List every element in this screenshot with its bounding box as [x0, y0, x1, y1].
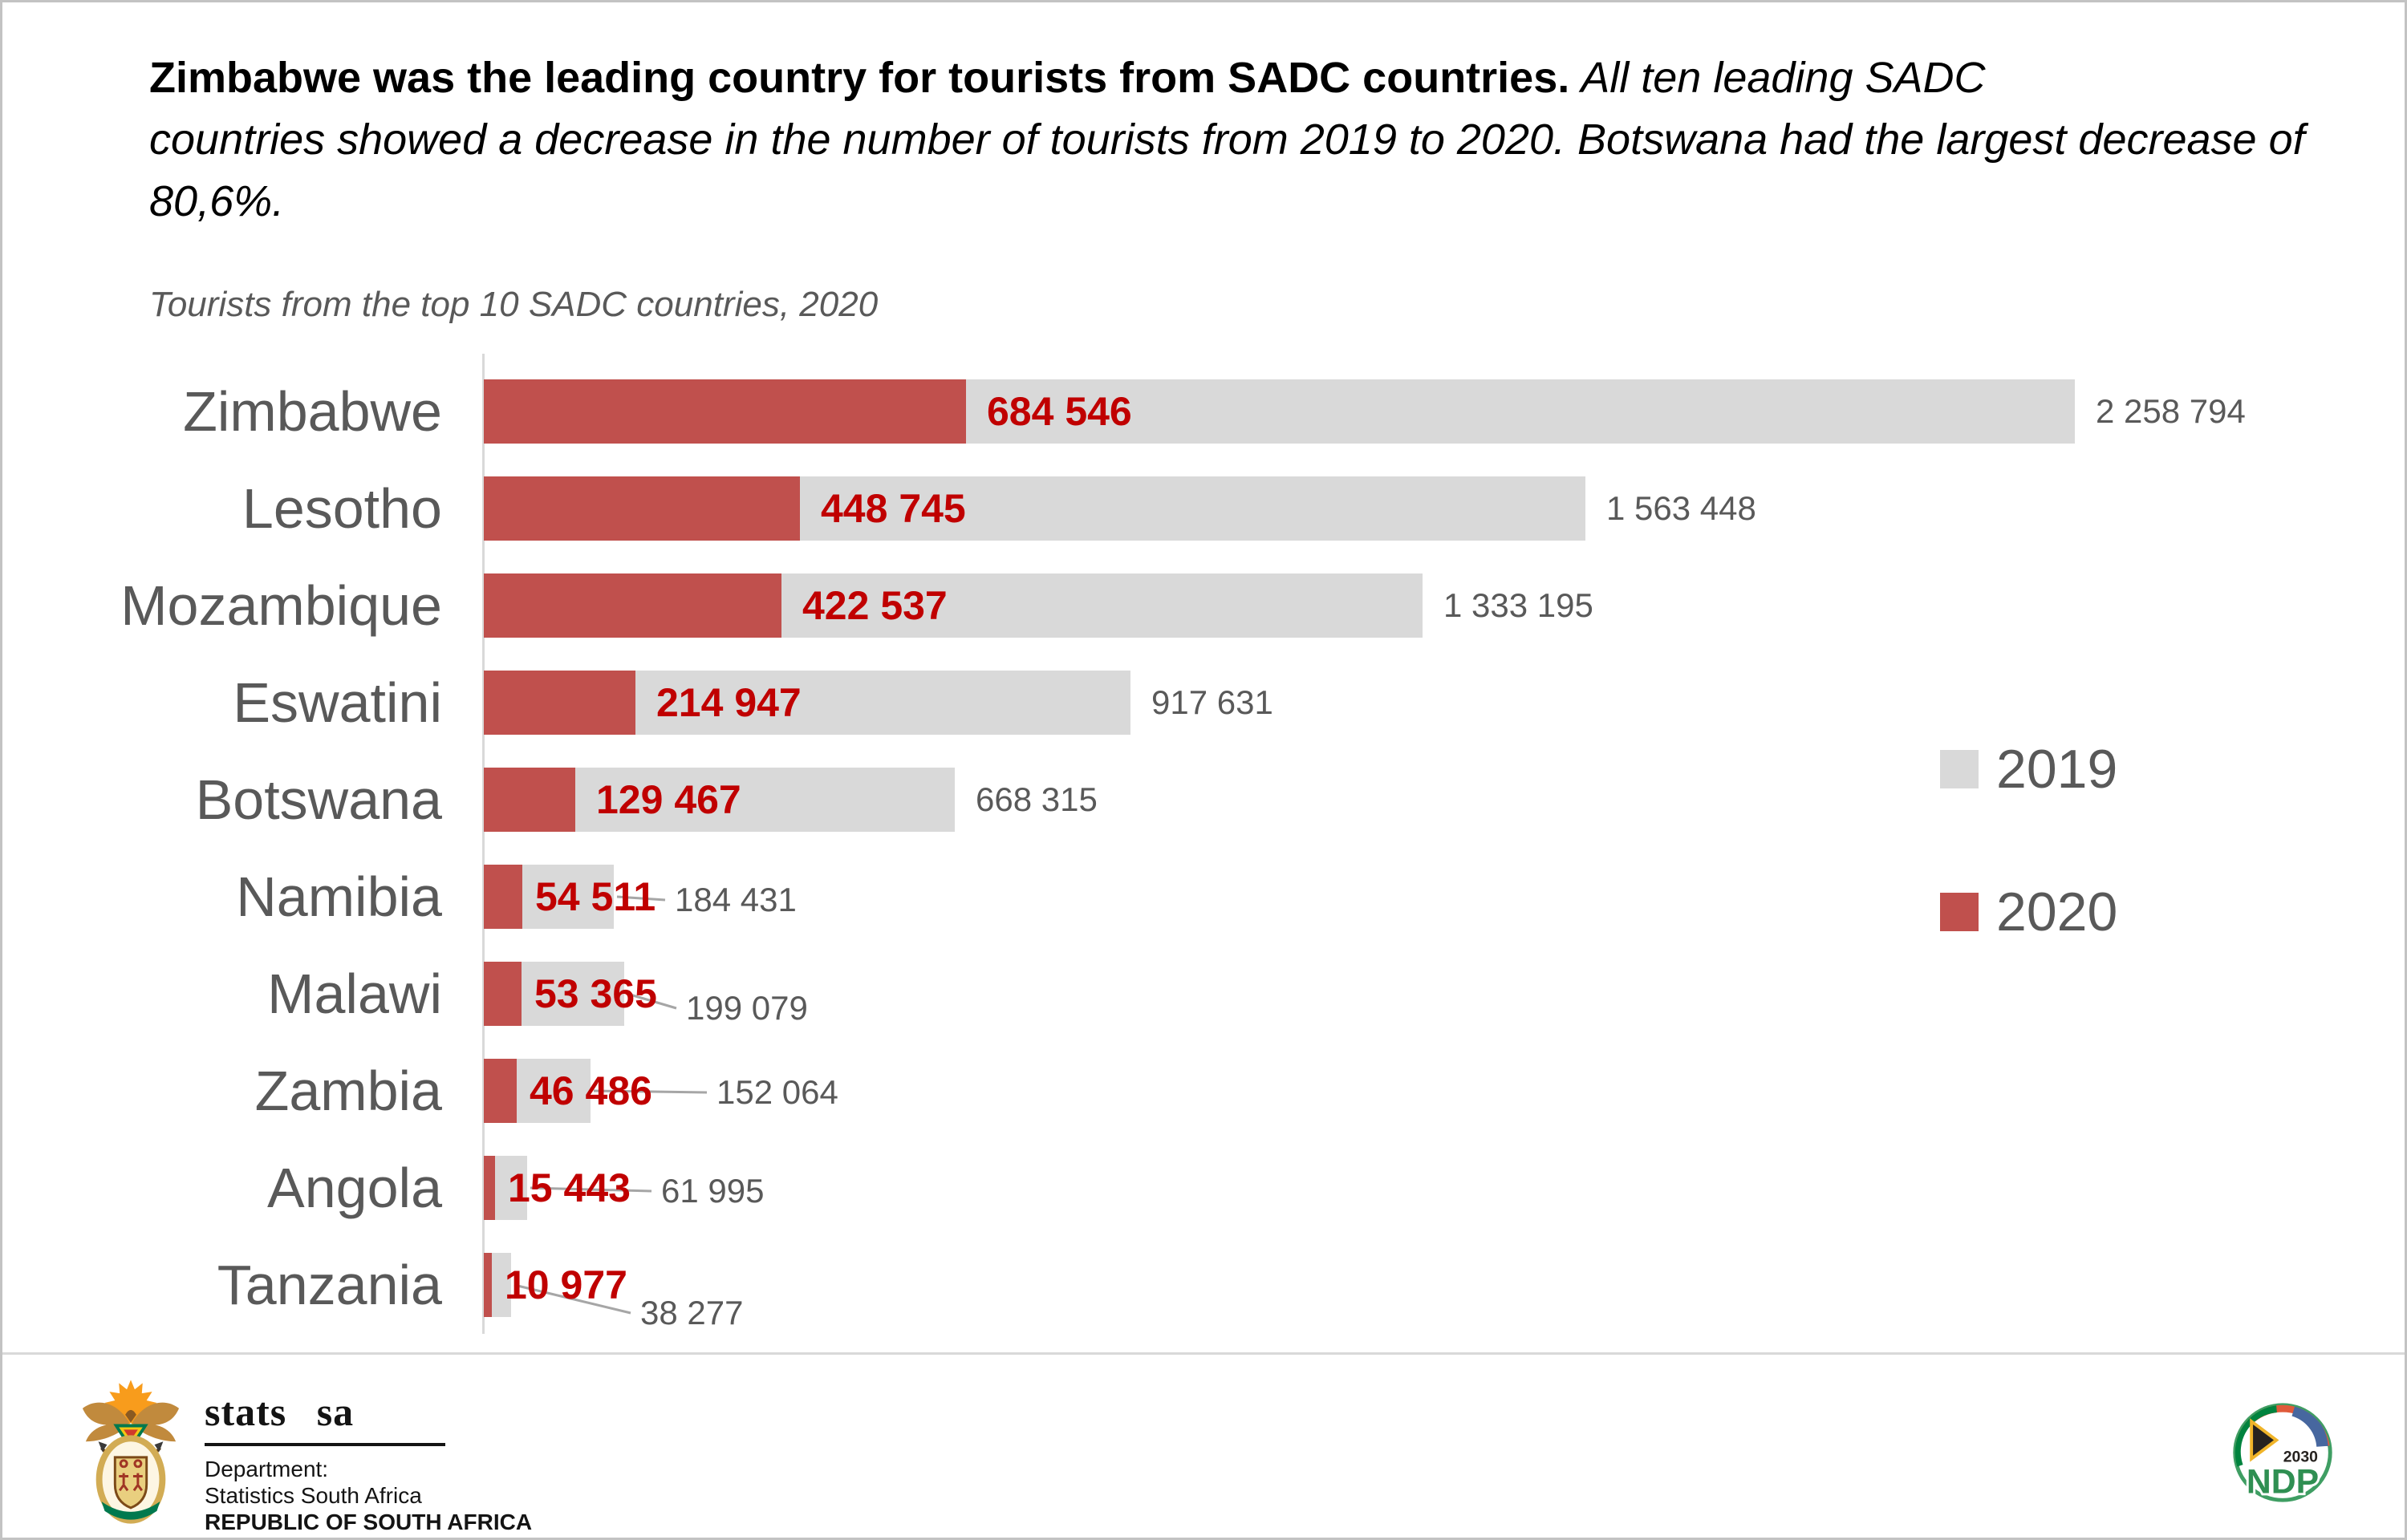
headline-line-2: countries showed a decrease in the numbe… — [149, 116, 2305, 164]
coat-of-arms-icon — [82, 1380, 180, 1524]
bar-2020 — [484, 573, 781, 638]
bar-2020 — [484, 962, 522, 1026]
category-label: Tanzania — [217, 1254, 442, 1316]
value-label-2019: 1 333 195 — [1443, 586, 1593, 624]
headline: Zimbabwe was the leading country for tou… — [149, 47, 2305, 233]
stats-sa-rule — [205, 1443, 445, 1446]
category-label: Malawi — [267, 962, 442, 1025]
value-label-2020: 53 365 — [534, 971, 657, 1016]
bar-2020 — [484, 768, 575, 832]
category-label: Mozambique — [120, 574, 442, 637]
stats-sa-text: stats sa Department: Statistics South Af… — [205, 1376, 532, 1535]
bar-2020 — [484, 865, 522, 929]
ndp-acronym-label: NDP — [2247, 1463, 2319, 1502]
category-label: Namibia — [236, 865, 442, 928]
bar-2020 — [484, 379, 966, 444]
bar-2020 — [484, 1253, 492, 1317]
legend-item-2020: 2020 — [1940, 881, 2118, 942]
bar-2020 — [484, 671, 635, 735]
category-label: Lesotho — [242, 477, 442, 540]
stats-sa-country: REPUBLIC OF SOUTH AFRICA — [205, 1510, 533, 1534]
legend-label-2019: 2019 — [1996, 739, 2118, 800]
value-label-2019: 917 631 — [1151, 683, 1273, 721]
bar-2020 — [484, 476, 800, 541]
value-label-2019: 152 064 — [716, 1073, 838, 1111]
bar-2020 — [484, 1156, 495, 1220]
ndp-year-label: 2030 — [2283, 1449, 2318, 1466]
value-label-2020: 214 947 — [656, 680, 802, 725]
stats-sa-dept-label: Department: — [205, 1457, 329, 1481]
value-label-2019: 1 563 448 — [1606, 489, 1756, 527]
headline-line-3: 80,6%. — [149, 177, 285, 225]
value-label-2019: 668 315 — [976, 780, 1098, 818]
value-label-2020: 129 467 — [596, 777, 741, 822]
headline-line-1: Zimbabwe was the leading country for tou… — [149, 47, 2305, 109]
value-label-2020: 684 546 — [987, 389, 1132, 434]
value-label-2020: 10 977 — [505, 1262, 627, 1307]
headline-bold: Zimbabwe was the leading country for tou… — [149, 54, 1570, 102]
value-label-2020: 46 486 — [530, 1068, 652, 1113]
value-label-2019: 184 431 — [675, 881, 797, 918]
headline-italic-1: All ten leading SADC — [1581, 54, 1986, 102]
ndp-2030-logo: 2030 NDP — [2233, 1403, 2332, 1503]
footer-divider — [2, 1352, 2405, 1355]
bar-2020 — [484, 1059, 517, 1123]
stats-sa-dept-name: Statistics South Africa — [205, 1483, 422, 1508]
legend-swatch-2019 — [1940, 750, 1979, 788]
value-label-2020: 54 511 — [535, 874, 656, 919]
category-label: Angola — [267, 1157, 442, 1219]
value-label-2019: 38 277 — [640, 1294, 744, 1331]
legend: 2019 2020 — [1940, 739, 2118, 942]
value-label-2019: 2 258 794 — [2096, 392, 2246, 430]
legend-item-2019: 2019 — [1940, 739, 2118, 800]
value-label-2020: 15 443 — [508, 1165, 631, 1210]
stats-sa-logo: stats sa Department: Statistics South Af… — [79, 1376, 532, 1535]
legend-swatch-2020 — [1940, 893, 1979, 931]
value-label-2019: 199 079 — [686, 989, 808, 1027]
category-label: Zimbabwe — [183, 380, 442, 443]
category-label: Zambia — [254, 1060, 442, 1122]
stats-sa-wordmark: stats sa — [205, 1389, 355, 1434]
value-label-2020: 448 745 — [821, 486, 966, 531]
category-label: Botswana — [195, 768, 442, 831]
value-label-2020: 422 537 — [802, 583, 948, 628]
axis-line — [482, 354, 485, 1334]
value-label-2019: 61 995 — [661, 1172, 765, 1210]
chart-title: Tourists from the top 10 SADC countries,… — [149, 285, 879, 324]
legend-label-2020: 2020 — [1996, 881, 2118, 942]
category-label: Eswatini — [233, 671, 442, 734]
